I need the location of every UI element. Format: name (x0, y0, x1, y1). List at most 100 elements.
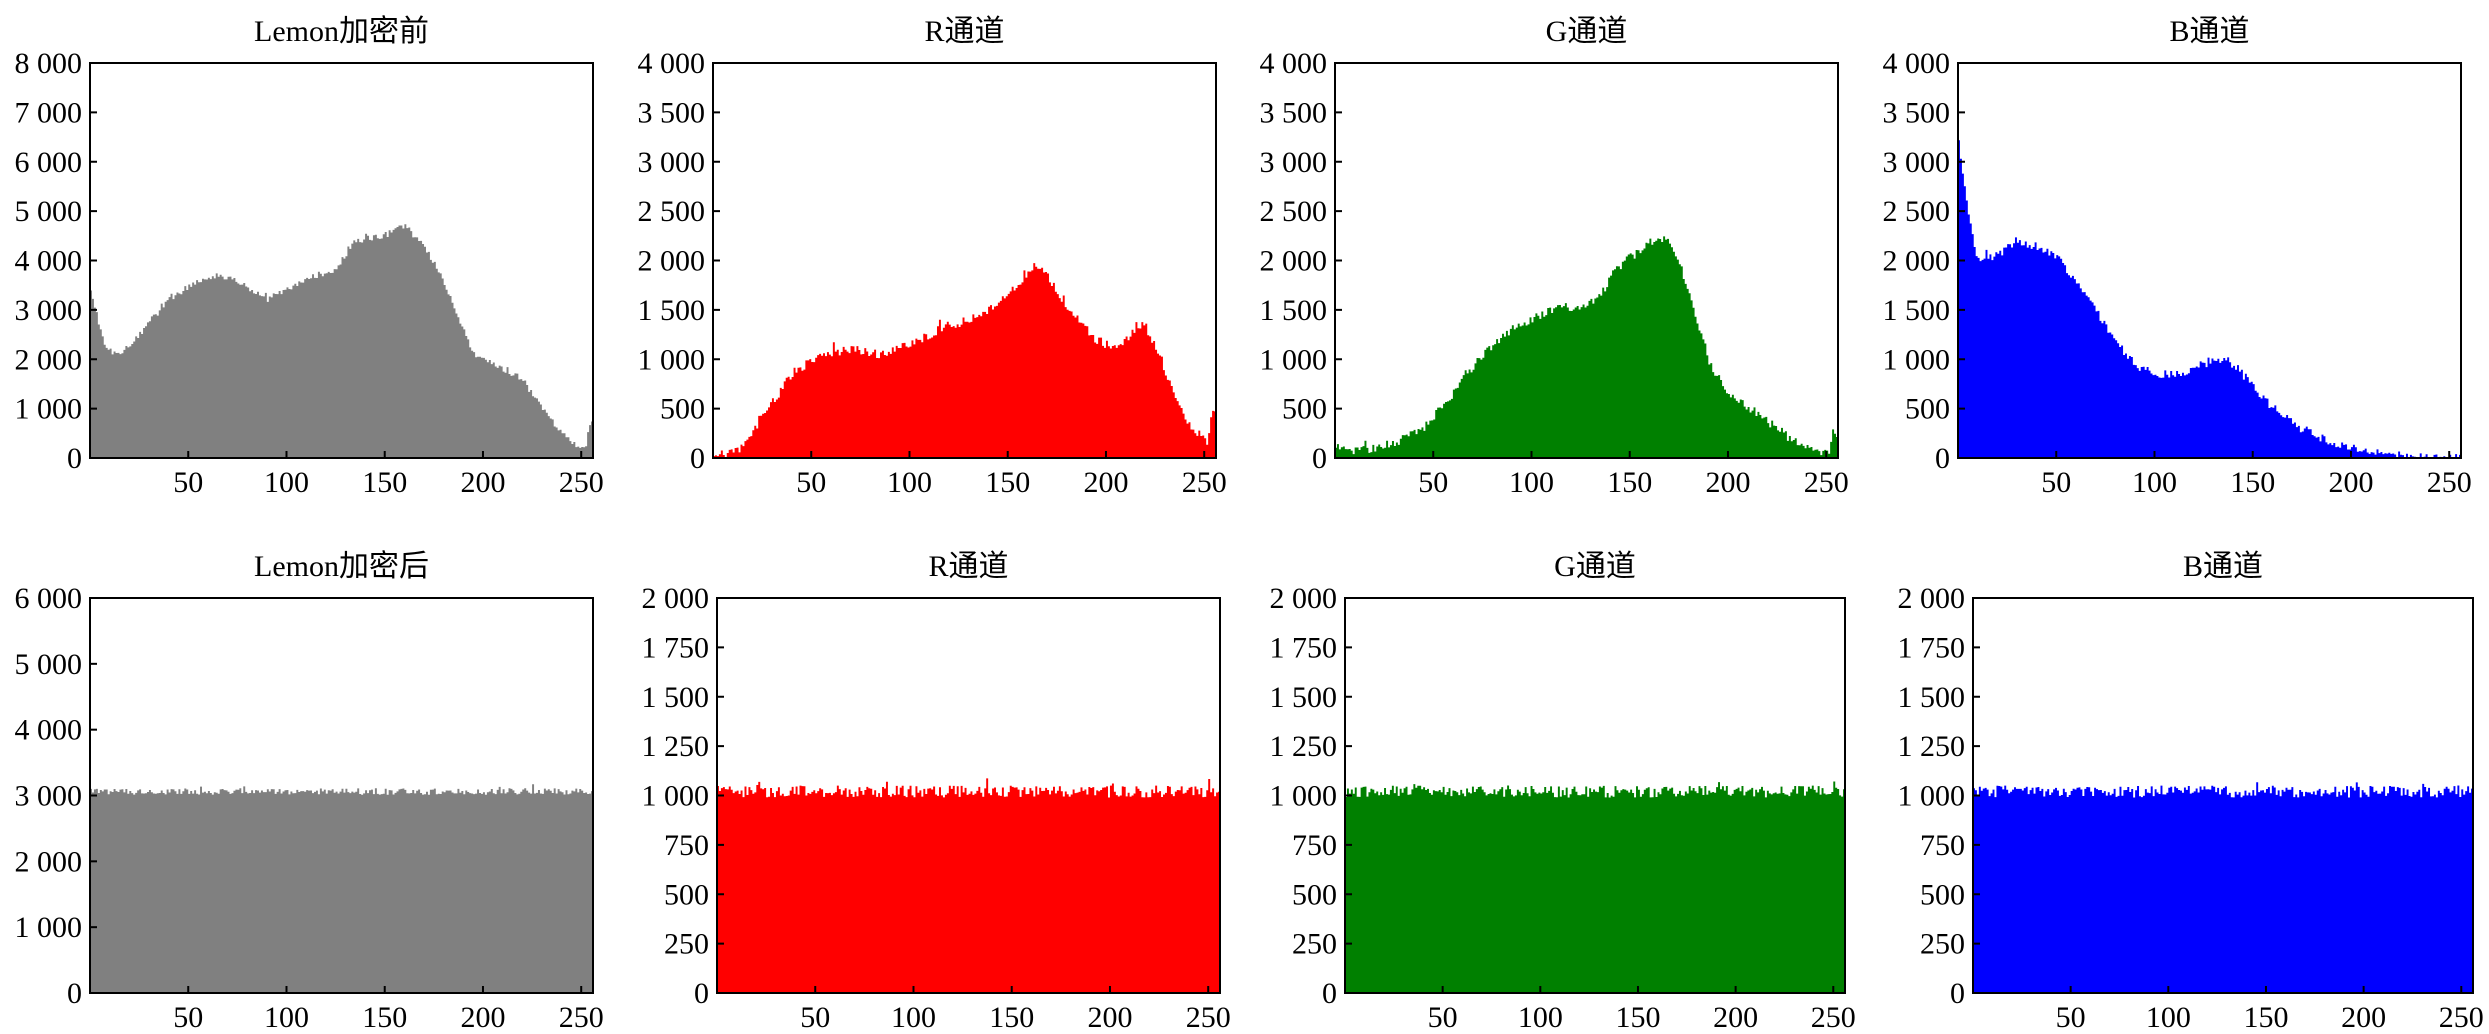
y-tick-label: 3 000 (15, 780, 83, 813)
y-tick-label: 1 250 (1270, 730, 1338, 763)
x-tick-label: 200 (1705, 466, 1750, 499)
x-tick-label: 250 (559, 1001, 604, 1034)
y-tick-label: 500 (1920, 878, 1965, 911)
y-tick-label: 1 500 (1270, 681, 1338, 714)
y-tick-label: 2 000 (638, 245, 706, 278)
y-tick-label: 1 750 (1898, 631, 1966, 664)
y-tick-label: 4 000 (15, 245, 83, 278)
x-tick-label: 250 (1811, 1001, 1856, 1034)
y-tick-label: 1 750 (642, 631, 710, 664)
y-tick-label: 2 000 (642, 582, 710, 615)
y-tick-label: 1 500 (638, 294, 706, 327)
y-tick-label: 0 (67, 442, 82, 475)
y-tick-label: 750 (664, 829, 709, 862)
histogram-bars (1973, 782, 2473, 993)
x-tick-label: 250 (1186, 1001, 1231, 1034)
y-tick-label: 0 (1935, 442, 1950, 475)
y-tick-label: 0 (1950, 977, 1965, 1010)
chart-panel-6: R通道 50 100 150 200 250 0 250 500 750 1 000 1 250 1 5… (642, 550, 1231, 1034)
y-tick-label: 1 250 (1898, 730, 1966, 763)
y-tick-label: 1 000 (15, 393, 83, 426)
x-tick-label: 250 (559, 466, 604, 499)
histogram-bars (90, 784, 593, 993)
y-tick-label: 4 000 (1883, 47, 1951, 80)
y-tick-label: 3 500 (1260, 96, 1328, 129)
chart-panel-8: B通道 50 100 150 200 250 0 250 500 750 1 000 1 250 1 5… (1898, 550, 2484, 1034)
chart-panel-4: B通道 50 100 150 200 250 0 500 1 000 1 500 2 000 2 50… (1883, 15, 2472, 499)
histogram-bars (90, 224, 593, 458)
x-tick-label: 50 (2041, 466, 2071, 499)
x-tick-label: 50 (800, 1001, 830, 1034)
chart-title: Lemon加密后 (254, 550, 429, 583)
x-tick-label: 200 (2341, 1001, 2386, 1034)
histogram-bars (1345, 781, 1845, 993)
x-tick-label: 100 (264, 1001, 309, 1034)
y-tick-label: 3 000 (15, 294, 83, 327)
x-tick-label: 100 (264, 466, 309, 499)
x-tick-label: 150 (2243, 1001, 2288, 1034)
x-tick-label: 50 (173, 1001, 203, 1034)
x-tick-label: 250 (1182, 466, 1227, 499)
y-tick-label: 750 (1292, 829, 1337, 862)
y-tick-label: 5 000 (15, 195, 83, 228)
x-tick-label: 100 (1518, 1001, 1563, 1034)
y-tick-label: 2 500 (1260, 195, 1328, 228)
y-tick-label: 250 (1920, 928, 1965, 961)
y-tick-label: 500 (664, 878, 709, 911)
y-tick-label: 500 (1282, 393, 1327, 426)
chart-title: Lemon加密前 (254, 15, 429, 48)
y-tick-label: 0 (67, 977, 82, 1010)
x-tick-label: 200 (460, 1001, 505, 1034)
x-tick-label: 150 (2230, 466, 2275, 499)
y-tick-label: 1 000 (638, 343, 706, 376)
y-tick-label: 2 500 (1883, 195, 1951, 228)
y-tick-label: 1 250 (642, 730, 710, 763)
histogram-bars (1335, 236, 1838, 458)
y-tick-label: 250 (1292, 928, 1337, 961)
y-tick-label: 1 500 (1260, 294, 1328, 327)
x-tick-label: 250 (2427, 466, 2472, 499)
y-tick-label: 1 000 (1270, 780, 1338, 813)
y-tick-label: 3 000 (638, 146, 706, 179)
histogram-bars (713, 263, 1216, 458)
y-tick-label: 250 (664, 928, 709, 961)
y-tick-label: 1 500 (1883, 294, 1951, 327)
y-tick-label: 6 000 (15, 582, 83, 615)
y-tick-label: 8 000 (15, 47, 83, 80)
x-tick-label: 150 (1615, 1001, 1660, 1034)
y-tick-label: 0 (694, 977, 709, 1010)
y-tick-label: 6 000 (15, 146, 83, 179)
y-tick-label: 1 000 (15, 911, 83, 944)
chart-panel-3: G通道 50 100 150 200 250 0 500 1 000 1 500 2 000 2 50… (1260, 15, 1849, 499)
y-tick-label: 1 000 (1883, 343, 1951, 376)
x-tick-label: 100 (2132, 466, 2177, 499)
y-tick-label: 1 500 (642, 681, 710, 714)
histogram-bars (1958, 140, 2461, 459)
chart-panel-5: Lemon加密后 50 100 150 200 250 0 1 000 2 000 3 000 4 … (15, 550, 604, 1034)
y-tick-label: 3 500 (1883, 96, 1951, 129)
chart-panel-2: R通道 50 100 150 200 250 0 500 1 000 1 500 2 000 2 50… (638, 15, 1227, 499)
y-tick-label: 500 (1292, 878, 1337, 911)
y-tick-label: 500 (660, 393, 705, 426)
y-tick-label: 2 000 (15, 343, 83, 376)
chart-title: G通道 (1546, 15, 1628, 48)
y-tick-label: 750 (1920, 829, 1965, 862)
x-tick-label: 200 (1713, 1001, 1758, 1034)
y-tick-label: 4 000 (1260, 47, 1328, 80)
x-tick-label: 150 (989, 1001, 1034, 1034)
x-tick-label: 200 (460, 466, 505, 499)
y-tick-label: 2 500 (638, 195, 706, 228)
chart-title: B通道 (2183, 550, 2263, 583)
x-tick-label: 200 (2328, 466, 2373, 499)
chart-panel-1: Lemon加密前 50 100 150 200 250 0 1 000 2 000 3 000 4 … (15, 15, 604, 499)
x-tick-label: 150 (1607, 466, 1652, 499)
y-tick-label: 4 000 (15, 714, 83, 747)
chart-title: R通道 (924, 15, 1004, 48)
y-tick-label: 1 500 (1898, 681, 1966, 714)
chart-title: R通道 (928, 550, 1008, 583)
y-tick-label: 3 000 (1260, 146, 1328, 179)
x-tick-label: 50 (173, 466, 203, 499)
histogram-bars (717, 778, 1220, 993)
chart-title: B通道 (2169, 15, 2249, 48)
x-tick-label: 50 (2056, 1001, 2086, 1034)
